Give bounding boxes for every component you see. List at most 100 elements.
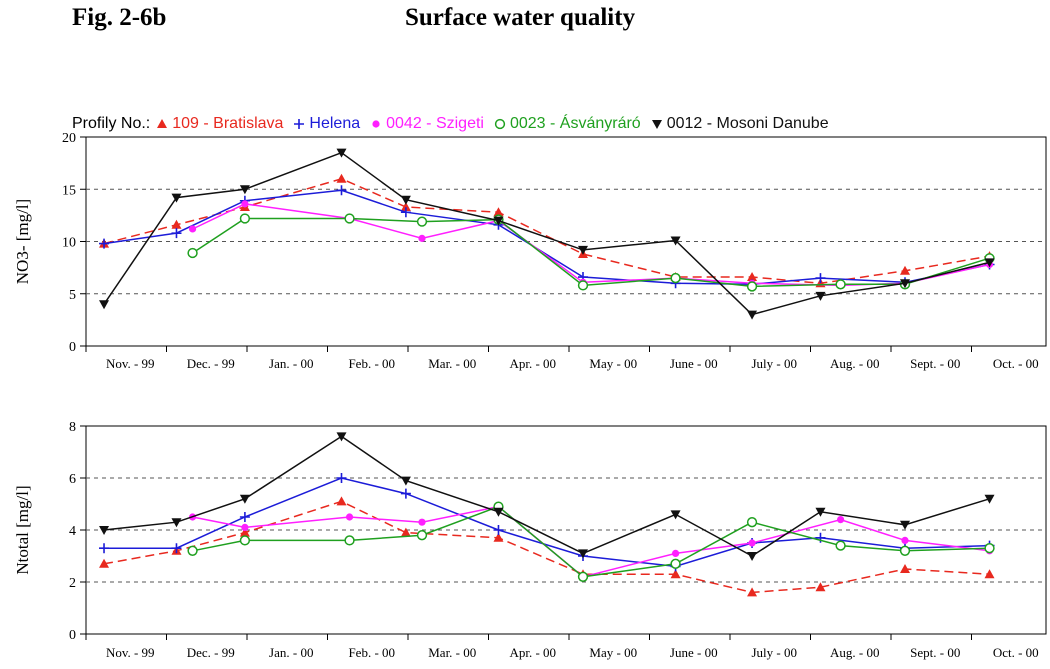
legend-marker bbox=[157, 119, 168, 128]
data-point bbox=[815, 582, 826, 592]
data-point bbox=[901, 536, 909, 545]
series-0012-mosoni-danube bbox=[99, 148, 995, 320]
data-point bbox=[493, 507, 504, 517]
data-point bbox=[835, 540, 846, 551]
data-point bbox=[746, 517, 758, 528]
legend-marker bbox=[651, 120, 662, 129]
data-point bbox=[837, 516, 845, 524]
data-point bbox=[99, 526, 110, 535]
data-point bbox=[746, 281, 758, 292]
y-tick-label: 15 bbox=[62, 183, 76, 198]
legend-marker-shape bbox=[157, 119, 168, 128]
x-tick-label: Apr. - 00 bbox=[509, 645, 556, 660]
x-tick-label: June - 00 bbox=[670, 356, 718, 371]
x-tick-label: Dec. - 99 bbox=[187, 356, 235, 371]
figure-title: Surface water quality bbox=[405, 4, 636, 31]
legend-item: 0012 - Mosoni Danube bbox=[651, 115, 829, 133]
data-point bbox=[670, 569, 681, 579]
data-point bbox=[671, 549, 680, 558]
y-tick-label: 10 bbox=[62, 236, 76, 251]
legend-item-label: 0023 - Ásványráró bbox=[509, 115, 641, 132]
data-point bbox=[239, 512, 250, 522]
series-line bbox=[192, 505, 990, 578]
legend-label: Profily No.: bbox=[72, 115, 151, 132]
data-point bbox=[239, 527, 250, 537]
data-point bbox=[493, 532, 504, 542]
x-tick-label: Sept. - 00 bbox=[910, 356, 960, 371]
data-point bbox=[400, 195, 411, 205]
x-tick-label: Jan. - 00 bbox=[269, 356, 313, 371]
figure-number: Fig. 2-6b bbox=[72, 4, 167, 31]
data-point bbox=[416, 216, 428, 227]
data-point bbox=[815, 532, 826, 543]
data-point bbox=[171, 219, 182, 229]
legend-item: 109 - Bratislava bbox=[156, 115, 283, 133]
x-tick-label: Mar. - 00 bbox=[428, 645, 476, 660]
data-point bbox=[171, 518, 182, 528]
y-axis-label: Ntotal [mg/l] bbox=[13, 485, 32, 574]
data-point bbox=[747, 272, 758, 282]
data-point bbox=[400, 202, 411, 212]
data-point bbox=[670, 510, 681, 520]
legend-item: 0042 - Szigeti bbox=[370, 115, 484, 133]
data-point bbox=[99, 238, 110, 249]
data-point bbox=[984, 258, 995, 268]
y-tick-label: 0 bbox=[69, 340, 76, 355]
data-point bbox=[99, 543, 110, 554]
data-point bbox=[418, 518, 426, 526]
data-point bbox=[984, 494, 995, 504]
data-point bbox=[577, 571, 589, 582]
x-tick-label: July - 00 bbox=[752, 356, 798, 371]
legend-item: 0023 - Ásványráró bbox=[494, 115, 641, 133]
data-point bbox=[241, 523, 249, 532]
series-line bbox=[103, 435, 990, 557]
x-tick-label: July - 00 bbox=[752, 645, 798, 660]
series-line bbox=[192, 505, 990, 578]
data-point bbox=[400, 488, 411, 499]
data-point bbox=[171, 543, 182, 554]
series-line bbox=[103, 178, 990, 285]
data-point bbox=[344, 535, 355, 546]
x-tick-label: Nov. - 99 bbox=[106, 645, 155, 660]
data-point bbox=[984, 569, 995, 579]
data-point bbox=[900, 265, 910, 275]
chart-panel-nitrate: 0 5 10 15 20 Nov. - 99 Dec. - 99 Jan. - 00 Feb. … bbox=[13, 131, 1047, 371]
data-point bbox=[336, 185, 347, 196]
data-point bbox=[171, 228, 182, 239]
data-point bbox=[336, 432, 347, 442]
data-point bbox=[171, 193, 182, 203]
series-0023-sv-nyr-r- bbox=[187, 501, 995, 582]
data-point bbox=[241, 200, 249, 208]
legend-item-label: Helena bbox=[309, 115, 361, 132]
data-point bbox=[748, 539, 756, 547]
x-tick-label: Sept. - 00 bbox=[910, 645, 960, 660]
legend-marker-shape bbox=[494, 118, 506, 130]
y-tick-label: 0 bbox=[69, 628, 76, 643]
series-line bbox=[103, 500, 990, 594]
x-tick-label: June - 00 bbox=[670, 645, 718, 660]
data-point bbox=[99, 558, 110, 568]
data-point bbox=[900, 279, 910, 289]
series-line bbox=[103, 151, 990, 316]
legend-marker bbox=[494, 118, 506, 130]
data-point bbox=[900, 564, 910, 573]
data-point bbox=[400, 207, 411, 218]
x-tick-label: Aug. - 00 bbox=[830, 645, 879, 660]
y-tick-label: 2 bbox=[69, 576, 76, 591]
series-line bbox=[192, 217, 990, 288]
legend-marker bbox=[372, 120, 380, 128]
data-point bbox=[815, 507, 826, 517]
data-point bbox=[336, 496, 347, 506]
x-tick-label: Dec. - 99 bbox=[187, 645, 235, 660]
data-point bbox=[239, 494, 250, 504]
data-point bbox=[400, 527, 411, 537]
y-tick-label: 5 bbox=[69, 288, 76, 303]
x-tick-label: Jan. - 00 bbox=[269, 645, 313, 660]
series-0012-mosoni-danube bbox=[99, 432, 995, 561]
x-tick-label: Oct. - 00 bbox=[993, 356, 1039, 371]
data-point bbox=[815, 273, 826, 284]
legend-marker-shape bbox=[372, 120, 380, 128]
data-point bbox=[239, 535, 251, 546]
series-0042-szigeti bbox=[188, 200, 994, 289]
x-tick-label: May - 00 bbox=[589, 356, 637, 371]
